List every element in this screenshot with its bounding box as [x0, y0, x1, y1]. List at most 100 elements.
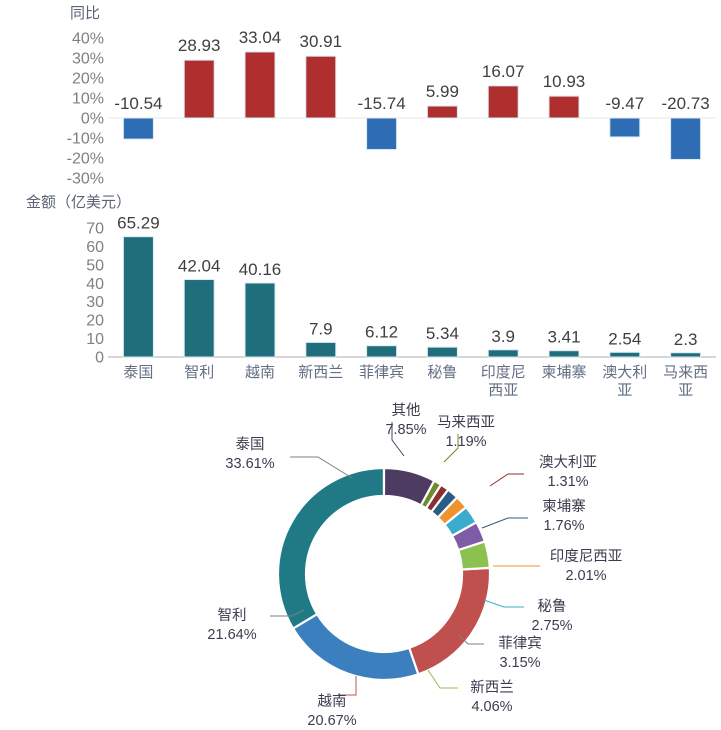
mid-chart-ytick: 60 [86, 239, 104, 256]
top-chart-ytick: 30% [72, 51, 104, 68]
donut-label-value: 2.01% [565, 568, 606, 584]
donut-leader-line [483, 599, 524, 608]
mid-chart-ytick: 70 [86, 221, 104, 238]
mid-chart-bar [244, 282, 276, 358]
donut-segment [407, 566, 492, 676]
mid-chart-category-label: 西亚 [488, 382, 518, 399]
donut-label-value: 2.75% [531, 618, 572, 634]
top-chart-bar [487, 85, 519, 119]
mid-chart-category-label: 亚 [617, 382, 632, 399]
donut-leader-line [290, 456, 353, 479]
mid-chart-bar [487, 349, 519, 358]
donut-segment [450, 520, 487, 552]
donut-label-name: 马来西亚 [437, 414, 495, 431]
top-chart-bar [426, 105, 458, 119]
donut-label-name: 越南 [318, 693, 347, 710]
mid-chart-bar-label: 2.54 [608, 329, 641, 348]
donut-label-value: 21.64% [207, 627, 256, 643]
top-chart-bar-label: 10.93 [543, 72, 586, 91]
top-chart-ytick: 10% [72, 91, 104, 108]
mid-chart-category-label: 秘鲁 [427, 364, 457, 381]
top-chart-title: 同比 [70, 5, 100, 22]
donut-leader-line [270, 609, 305, 617]
mid-chart-category-label: 菲律宾 [359, 364, 404, 381]
donut-label-value: 4.06% [471, 699, 512, 715]
mid-chart-bar [670, 352, 702, 358]
donut-segment [382, 466, 436, 507]
top-chart-bar [244, 51, 276, 119]
mid-chart-category-label: 亚 [678, 382, 693, 399]
top-chart-bar [609, 117, 641, 138]
mid-chart-bar [366, 345, 398, 358]
top-chart-bar-label: 30.91 [300, 32, 343, 51]
mid-chart-ytick: 40 [86, 276, 104, 293]
donut-label-value: 7.85% [385, 422, 426, 438]
donut-label-name: 印度尼西亚 [550, 548, 623, 565]
mid-chart-ytick: 50 [86, 257, 104, 274]
mid-chart-ytick: 30 [86, 294, 104, 311]
top-chart-ytick: -20% [67, 151, 104, 168]
mid-chart-bar-label: 65.29 [117, 214, 160, 233]
donut-leader-line [391, 422, 405, 457]
donut-leader-line [338, 676, 357, 696]
mid-chart-bar [183, 279, 215, 358]
mid-chart-bar-label: 7.9 [309, 319, 333, 338]
donut-label-value: 20.67% [307, 713, 356, 729]
top-chart-ytick: 40% [72, 31, 104, 48]
donut-label-value: 1.19% [445, 434, 486, 450]
mid-chart-bar-label: 5.34 [426, 324, 459, 343]
top-chart-bar-label: 16.07 [482, 62, 525, 81]
mid-chart-bar-label: 42.04 [178, 257, 221, 276]
top-chart-bar-label: -9.47 [605, 94, 644, 113]
mid-chart-bar-label: 2.3 [674, 330, 698, 349]
mid-chart-bar [426, 346, 458, 358]
donut-segment [291, 612, 420, 682]
donut-label-value: 1.31% [547, 474, 588, 490]
top-chart-bar-label: 5.99 [426, 82, 459, 101]
donut-segment [276, 466, 386, 631]
mid-chart-category-label: 新西兰 [298, 364, 343, 381]
top-chart-bar [366, 117, 398, 150]
mid-chart-ytick: 0 [95, 350, 104, 367]
donut-label-value: 33.61% [225, 456, 274, 472]
top-chart-bar [670, 117, 702, 160]
mid-chart-bar [609, 351, 641, 358]
mid-chart-ytick: 10 [86, 331, 104, 348]
mid-chart-bar [305, 341, 337, 358]
top-chart-ytick: 0% [81, 111, 104, 128]
mid-chart-bar-label: 3.9 [491, 327, 515, 346]
top-chart-bar-label: 33.04 [239, 28, 282, 47]
mid-chart-category-label: 智利 [184, 363, 214, 381]
top-chart-bar-label: 28.93 [178, 36, 221, 55]
donut-label-name: 菲律宾 [498, 635, 542, 652]
donut-label-name: 智利 [218, 607, 247, 624]
donut-label-name: 柬埔寨 [542, 497, 586, 515]
mid-chart-category-label: 马来西 [663, 364, 708, 381]
donut-leader-line [427, 669, 458, 689]
donut-label-value: 3.15% [499, 655, 540, 671]
mid-chart-category-label: 越南 [245, 364, 275, 381]
donut-segment [442, 505, 478, 538]
mid-chart-category-label: 泰国 [123, 364, 153, 381]
donut-leader-line [457, 633, 484, 645]
mid-chart-bar-label: 6.12 [365, 323, 398, 342]
mid-chart-category-label: 印度尼 [481, 364, 526, 381]
donut-label-name: 新西兰 [470, 679, 514, 696]
top-chart-bar-label: -10.54 [114, 94, 162, 113]
donut-label-name: 秘鲁 [538, 598, 567, 615]
mid-chart-bar [548, 350, 580, 358]
donut-leader-line [481, 517, 528, 529]
mid-chart-ytick: 20 [86, 313, 104, 330]
top-chart-bar [183, 59, 215, 119]
top-chart-bar-label: -15.74 [357, 94, 405, 113]
top-chart-bar [305, 55, 337, 119]
donut-label-name: 澳大利亚 [539, 454, 597, 471]
mid-chart-bar-label: 40.16 [239, 260, 282, 279]
mid-chart-category-label: 澳大利 [602, 364, 647, 381]
donut-leader-line [489, 473, 524, 487]
mid-chart-category-label: 柬埔寨 [541, 363, 586, 381]
top-chart-bar [548, 95, 580, 119]
top-chart-bar [122, 117, 154, 140]
donut-label-name: 其他 [392, 402, 421, 419]
